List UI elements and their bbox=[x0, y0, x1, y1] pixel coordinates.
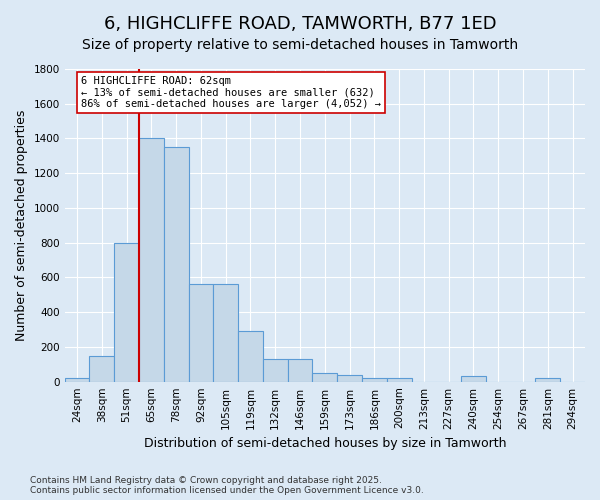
Text: Contains HM Land Registry data © Crown copyright and database right 2025.
Contai: Contains HM Land Registry data © Crown c… bbox=[30, 476, 424, 495]
Bar bbox=[65, 378, 89, 382]
Bar bbox=[139, 138, 164, 382]
Bar bbox=[461, 376, 486, 382]
Bar bbox=[387, 378, 412, 382]
Bar bbox=[89, 356, 114, 382]
Text: 6 HIGHCLIFFE ROAD: 62sqm
← 13% of semi-detached houses are smaller (632)
86% of : 6 HIGHCLIFFE ROAD: 62sqm ← 13% of semi-d… bbox=[81, 76, 381, 109]
Bar bbox=[313, 373, 337, 382]
Bar bbox=[287, 359, 313, 382]
Bar bbox=[263, 359, 287, 382]
Bar bbox=[337, 374, 362, 382]
Bar bbox=[362, 378, 387, 382]
Text: 6, HIGHCLIFFE ROAD, TAMWORTH, B77 1ED: 6, HIGHCLIFFE ROAD, TAMWORTH, B77 1ED bbox=[104, 15, 496, 33]
Bar bbox=[114, 242, 139, 382]
Bar bbox=[214, 284, 238, 382]
Bar bbox=[188, 284, 214, 382]
Y-axis label: Number of semi-detached properties: Number of semi-detached properties bbox=[15, 110, 28, 341]
X-axis label: Distribution of semi-detached houses by size in Tamworth: Distribution of semi-detached houses by … bbox=[143, 437, 506, 450]
Bar bbox=[238, 332, 263, 382]
Bar bbox=[164, 147, 188, 382]
Bar bbox=[535, 378, 560, 382]
Text: Size of property relative to semi-detached houses in Tamworth: Size of property relative to semi-detach… bbox=[82, 38, 518, 52]
